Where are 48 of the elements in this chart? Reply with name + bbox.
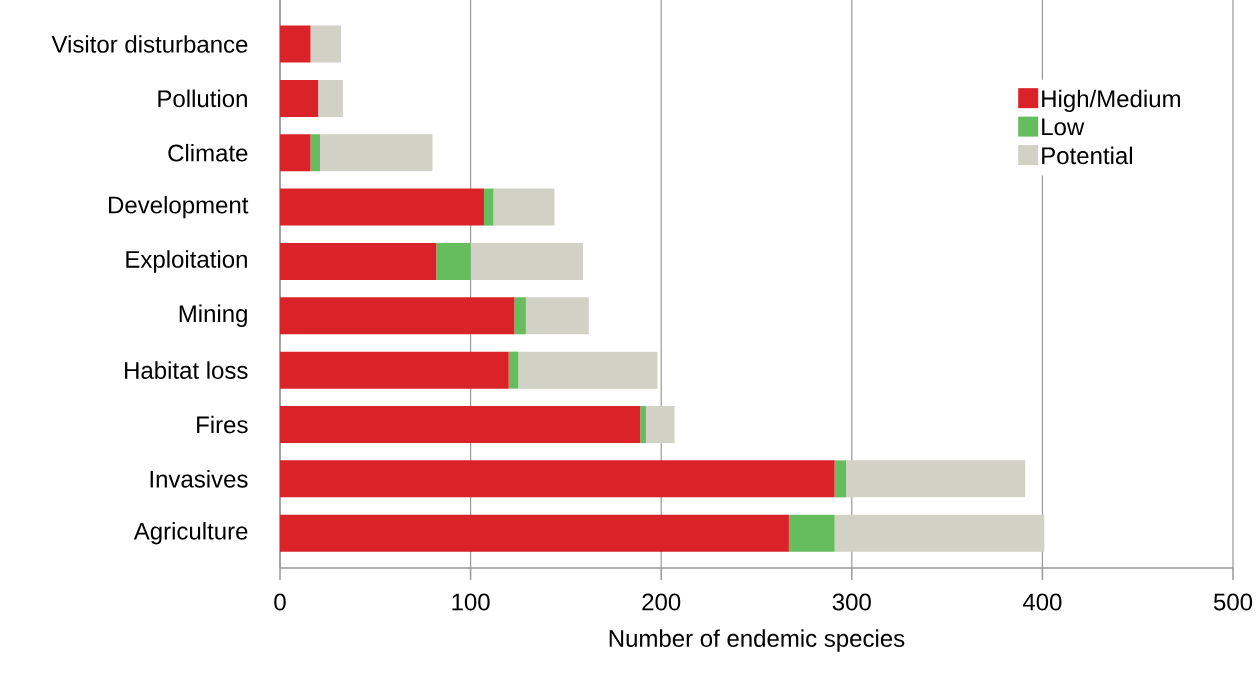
x-tick-label: 300 (832, 593, 871, 611)
bar (280, 460, 835, 498)
bar (280, 188, 484, 226)
x-axis-title: Number of endemic species (609, 629, 905, 652)
bar (280, 25, 311, 63)
bar (834, 514, 1045, 552)
y-tick-label: Climate (168, 143, 248, 162)
bar (508, 351, 519, 389)
bar (483, 188, 494, 226)
y-tick-label: Invasives (150, 470, 248, 488)
y-tick-label: Mining (179, 304, 247, 327)
x-tick-label: 0 (274, 593, 286, 611)
x-tick-label: 400 (1022, 593, 1062, 611)
legend-label: Low (1042, 118, 1085, 136)
legend-label: High/Medium (1042, 89, 1180, 113)
bar (280, 297, 515, 335)
x-tick-label: 200 (642, 593, 681, 611)
y-tick-label: Development (109, 195, 249, 219)
bar (470, 242, 584, 280)
y-tick-label: Habitat loss (125, 361, 248, 379)
x-tick-label: 100 (452, 593, 490, 611)
y-tick-label: Pollution (158, 89, 247, 108)
bar (834, 460, 847, 498)
bar (514, 297, 526, 335)
bar (788, 514, 835, 552)
bar (280, 405, 641, 443)
bar (280, 242, 437, 280)
bar (318, 79, 343, 117)
bar (493, 188, 555, 226)
bar (436, 242, 471, 280)
bar (280, 514, 789, 552)
bar (280, 79, 319, 117)
bar (518, 351, 658, 389)
bar (640, 405, 646, 443)
x-tick-label: 500 (1213, 593, 1253, 611)
bar (846, 460, 1026, 498)
y-tick-label: Exploitation (126, 250, 247, 273)
bar (310, 134, 321, 172)
bar (280, 134, 311, 172)
bar (310, 25, 341, 63)
bar (645, 405, 675, 443)
legend-label: Potential (1042, 146, 1132, 165)
bar (320, 134, 433, 172)
bar (525, 297, 589, 335)
bar (280, 351, 509, 389)
y-tick-label: Visitor disturbance (51, 35, 248, 53)
y-tick-label: Agriculture (133, 522, 248, 545)
y-tick-label: Fires (197, 415, 248, 434)
